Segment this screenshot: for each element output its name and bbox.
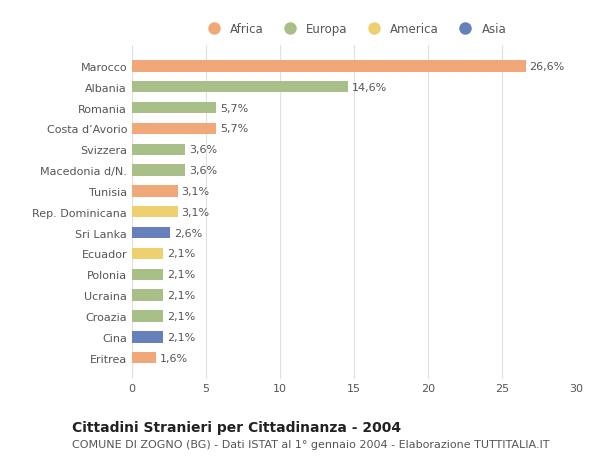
Text: 2,1%: 2,1% — [167, 249, 195, 259]
Bar — [132, 331, 163, 343]
Text: 2,6%: 2,6% — [174, 228, 202, 238]
Bar — [132, 144, 185, 156]
Text: Cittadini Stranieri per Cittadinanza - 2004: Cittadini Stranieri per Cittadinanza - 2… — [72, 420, 401, 434]
Bar — [132, 290, 163, 301]
Text: 1,6%: 1,6% — [160, 353, 188, 363]
Text: 3,1%: 3,1% — [182, 207, 210, 217]
Text: 2,1%: 2,1% — [167, 332, 195, 342]
Text: 14,6%: 14,6% — [352, 83, 387, 93]
Bar — [132, 352, 155, 364]
Bar — [132, 186, 178, 197]
Text: 3,1%: 3,1% — [182, 186, 210, 196]
Bar — [132, 103, 217, 114]
Text: 2,1%: 2,1% — [167, 291, 195, 301]
Legend: Africa, Europa, America, Asia: Africa, Europa, America, Asia — [197, 18, 511, 41]
Text: 3,6%: 3,6% — [189, 166, 217, 176]
Bar — [132, 207, 178, 218]
Bar — [132, 82, 348, 93]
Text: 5,7%: 5,7% — [220, 103, 248, 113]
Text: COMUNE DI ZOGNO (BG) - Dati ISTAT al 1° gennaio 2004 - Elaborazione TUTTITALIA.I: COMUNE DI ZOGNO (BG) - Dati ISTAT al 1° … — [72, 439, 550, 449]
Bar — [132, 227, 170, 239]
Text: 2,1%: 2,1% — [167, 311, 195, 321]
Text: 2,1%: 2,1% — [167, 270, 195, 280]
Bar — [132, 123, 217, 135]
Text: 3,6%: 3,6% — [189, 145, 217, 155]
Text: 26,6%: 26,6% — [529, 62, 565, 72]
Bar — [132, 269, 163, 280]
Bar — [132, 248, 163, 260]
Bar — [132, 61, 526, 73]
Text: 5,7%: 5,7% — [220, 124, 248, 134]
Bar — [132, 165, 185, 176]
Bar — [132, 311, 163, 322]
